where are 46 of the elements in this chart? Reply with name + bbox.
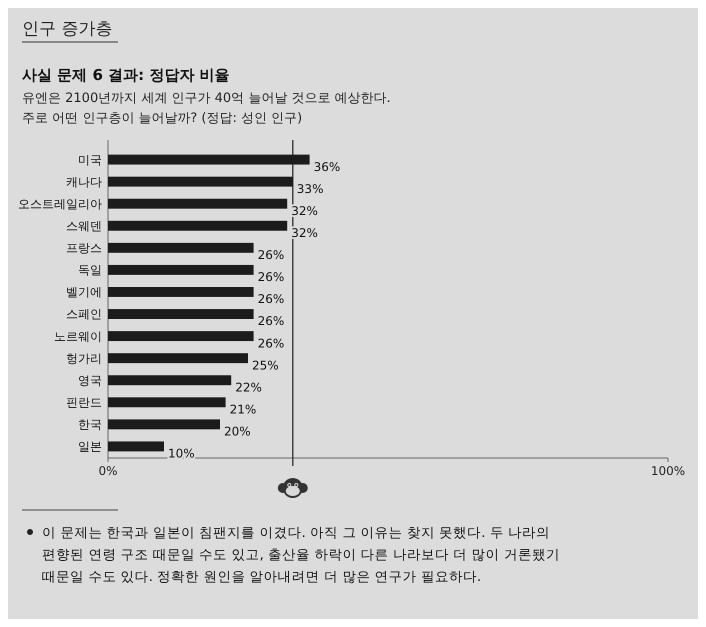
bar: [108, 220, 288, 231]
data-label: 26%: [258, 248, 284, 262]
data-label: 26%: [258, 292, 284, 306]
bar: [108, 331, 254, 342]
x-tick-label: 0%: [98, 464, 118, 478]
data-label: 33%: [296, 182, 324, 196]
data-label: 10%: [168, 446, 195, 461]
y-tick-label: 스웨덴: [66, 218, 102, 233]
bar: [108, 287, 254, 297]
y-tick-label: 핀란드: [66, 395, 102, 410]
y-tick-label: 독일: [78, 263, 102, 278]
y-tick-label: 벨기에: [66, 285, 102, 300]
y-tick-label: 미국: [78, 152, 102, 167]
data-label: 26%: [258, 270, 284, 284]
y-tick-label: 한국: [78, 418, 102, 432]
text: 인구 증가층: [22, 19, 112, 39]
y-tick-label: 스페인: [66, 307, 102, 322]
data-label: 26%: [258, 336, 284, 350]
data-label: 25%: [252, 358, 279, 372]
bar: [108, 154, 310, 165]
chart-title: 사실 문제 6 결과: 정답자 비율: [22, 66, 230, 84]
chart-subtitle: 유엔은 2100년까지 세계 인구가 40억 늘어날 것으로 예상한다. 주로 어떤 인구층이 늘어날까? (정답: 성인 인구): [22, 91, 391, 126]
y-tick-label: 일본: [78, 440, 102, 454]
data-label: 36%: [314, 160, 340, 174]
bar: [108, 375, 232, 386]
text: 이 문제는 한국과 일본이 침팬지를 이겼다. 아직 그 이유는 찾지 못했다. 두 나라의 편향된 연령 구조 때문일 수도 있고, 출산율 하락이 다른 나라보다 더 많이 거론됐기 때문일 수도 있다. 정확한 원인을 알아내려면 더 많은 연구가 필요하다.: [42, 525, 560, 585]
bar: [108, 242, 254, 253]
y-tick-label: 캐나다: [66, 174, 102, 189]
bar: [108, 198, 288, 209]
y-tick-label: 오스트레일리아: [18, 196, 102, 211]
y-tick-label: 헝가리: [66, 351, 102, 366]
data-label: 26%: [258, 314, 284, 328]
bar: [108, 441, 164, 452]
bar: [108, 264, 254, 275]
y-tick-label: 영국: [78, 373, 102, 388]
bar: [108, 419, 220, 430]
y-tick-label: 프랑스: [66, 241, 102, 256]
data-label: 22%: [235, 380, 262, 394]
bar: [108, 176, 293, 187]
y-tick-label: 노르웨이: [54, 329, 102, 344]
bar: [108, 353, 248, 364]
data-label: 21%: [230, 402, 256, 416]
bar: [108, 309, 254, 319]
bar: [108, 397, 226, 408]
x-tick-label: 100%: [650, 464, 686, 478]
data-label: 20%: [224, 424, 251, 439]
